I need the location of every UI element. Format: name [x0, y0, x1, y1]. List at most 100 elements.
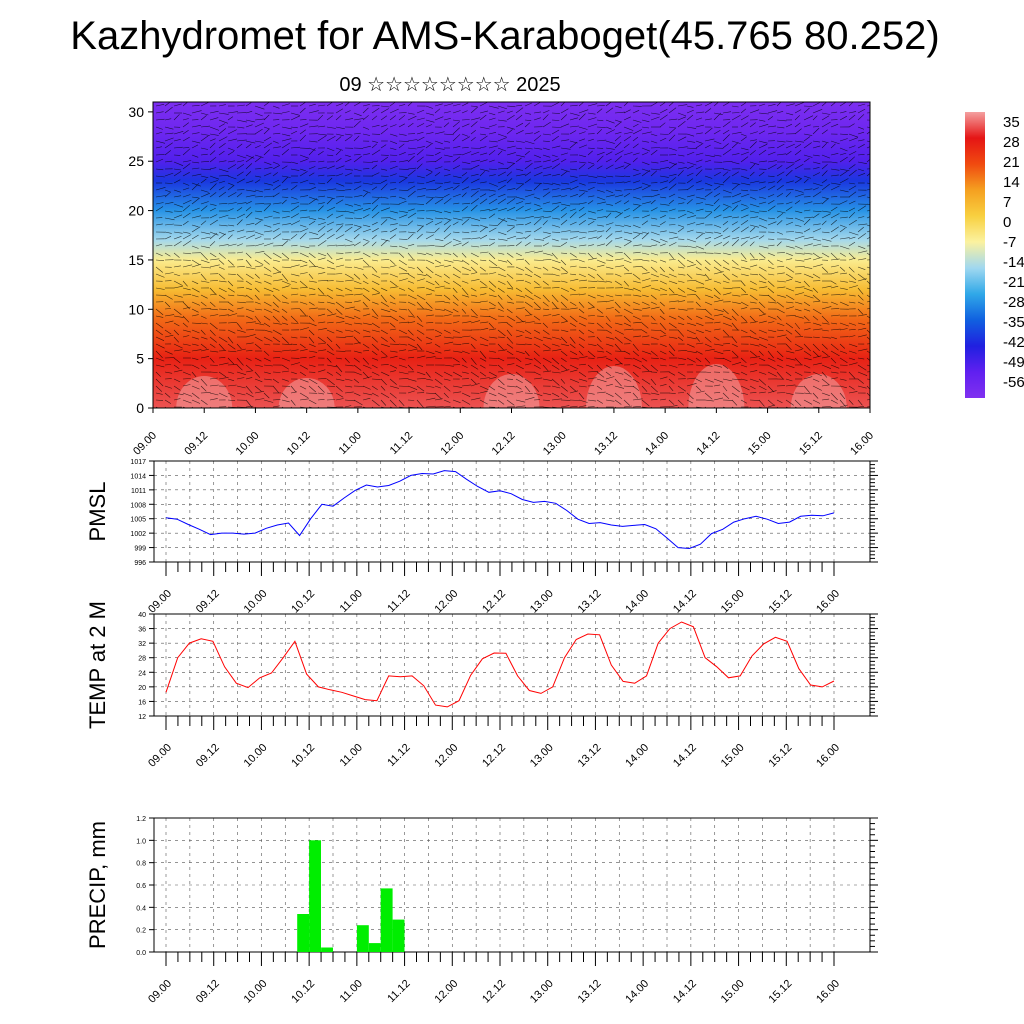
wind-vector — [632, 129, 643, 135]
wind-vector — [173, 322, 180, 327]
y-tick-label: 0.0 — [136, 950, 146, 957]
wind-vector — [785, 143, 795, 149]
wind-vector — [425, 196, 435, 198]
wind-vector — [623, 357, 633, 360]
x-tick-label: 14.00 — [643, 430, 671, 458]
wind-vector — [731, 142, 739, 149]
wind-vector — [533, 226, 542, 233]
wind-vector — [767, 315, 777, 320]
wind-vector — [479, 245, 489, 247]
wind-vector — [488, 198, 498, 205]
wind-vector — [353, 371, 362, 376]
wind-vector — [263, 252, 272, 260]
wind-vector — [443, 133, 454, 136]
wind-vector — [668, 307, 676, 310]
wind-vector — [371, 301, 379, 305]
wind-vector — [857, 250, 868, 254]
wind-vector — [326, 329, 335, 334]
wind-vector — [371, 308, 379, 317]
wind-vector — [560, 287, 569, 292]
wind-vector — [524, 162, 533, 170]
wind-vector — [740, 147, 749, 151]
wind-vector — [830, 322, 838, 325]
wind-vector — [344, 226, 353, 233]
wind-vector — [290, 273, 300, 277]
wind-vector — [344, 378, 353, 381]
wind-vector — [686, 377, 697, 380]
wind-vector — [542, 259, 552, 261]
wind-vector — [722, 322, 733, 327]
wind-vector — [785, 343, 792, 351]
wind-vector — [209, 371, 218, 373]
wind-vector — [542, 336, 552, 340]
wind-vector — [434, 371, 443, 377]
wind-vector — [227, 147, 235, 151]
wind-vector — [641, 152, 649, 156]
wind-vector — [587, 147, 595, 149]
x-tick-label: 10.12 — [289, 978, 317, 1006]
wind-vector — [191, 263, 202, 268]
wind-vector — [551, 173, 560, 177]
wind-vector — [416, 294, 426, 301]
wind-vector — [749, 294, 758, 301]
wind-vector — [362, 153, 370, 156]
wind-vector — [173, 280, 183, 286]
wind-vector — [281, 273, 289, 282]
wind-vector — [578, 244, 587, 247]
wind-vector — [524, 273, 533, 277]
wind-vector — [641, 147, 651, 152]
wind-vector — [407, 378, 417, 382]
wind-vector — [362, 294, 371, 302]
wind-vector — [686, 251, 697, 254]
wind-vector — [821, 285, 832, 289]
wind-vector — [308, 186, 316, 191]
wind-vector — [785, 329, 793, 335]
wind-vector — [830, 350, 840, 357]
wind-vector — [767, 200, 775, 205]
wind-vector — [443, 140, 451, 143]
wind-vector — [677, 363, 685, 366]
wind-vector — [614, 399, 622, 405]
wind-vector — [236, 207, 243, 212]
wind-vector — [182, 112, 192, 116]
wind-vector — [155, 350, 163, 359]
wind-vector — [713, 350, 724, 355]
wind-vector — [560, 195, 568, 198]
wind-vector — [578, 213, 587, 219]
wind-vector — [335, 343, 341, 349]
x-tick-label: 10.12 — [285, 430, 313, 458]
wind-vector — [398, 238, 408, 240]
wind-vector — [596, 252, 603, 257]
wind-vector — [740, 115, 749, 121]
wind-vector — [317, 160, 325, 163]
wind-vector — [713, 299, 724, 303]
wind-vector — [821, 371, 828, 378]
wind-vector — [776, 286, 786, 289]
wind-vector — [605, 102, 612, 107]
wind-vector — [749, 139, 757, 142]
wind-vector — [722, 287, 733, 290]
wind-vector — [209, 364, 218, 366]
wind-vector — [290, 220, 301, 226]
wind-vector — [371, 234, 377, 240]
wind-vector — [182, 182, 190, 186]
x-tick-label: 12.00 — [432, 588, 460, 616]
wind-vector — [542, 266, 549, 271]
wind-vector — [236, 219, 243, 226]
wind-vector — [623, 224, 632, 227]
wind-vector — [551, 294, 559, 303]
wind-vector — [299, 228, 309, 233]
wind-vector — [155, 322, 164, 329]
x-tick-label: 10.12 — [289, 742, 317, 770]
wind-vector — [272, 227, 280, 233]
wind-vector — [290, 196, 298, 200]
x-tick-label: 16.00 — [814, 742, 842, 770]
wind-vector — [461, 294, 470, 298]
wind-vector — [587, 244, 594, 247]
wind-vector — [425, 371, 431, 378]
wind-vector — [317, 287, 325, 295]
wind-vector — [497, 371, 505, 373]
wind-vector — [272, 294, 281, 302]
wind-vector — [776, 399, 783, 404]
wind-vector — [794, 343, 804, 350]
